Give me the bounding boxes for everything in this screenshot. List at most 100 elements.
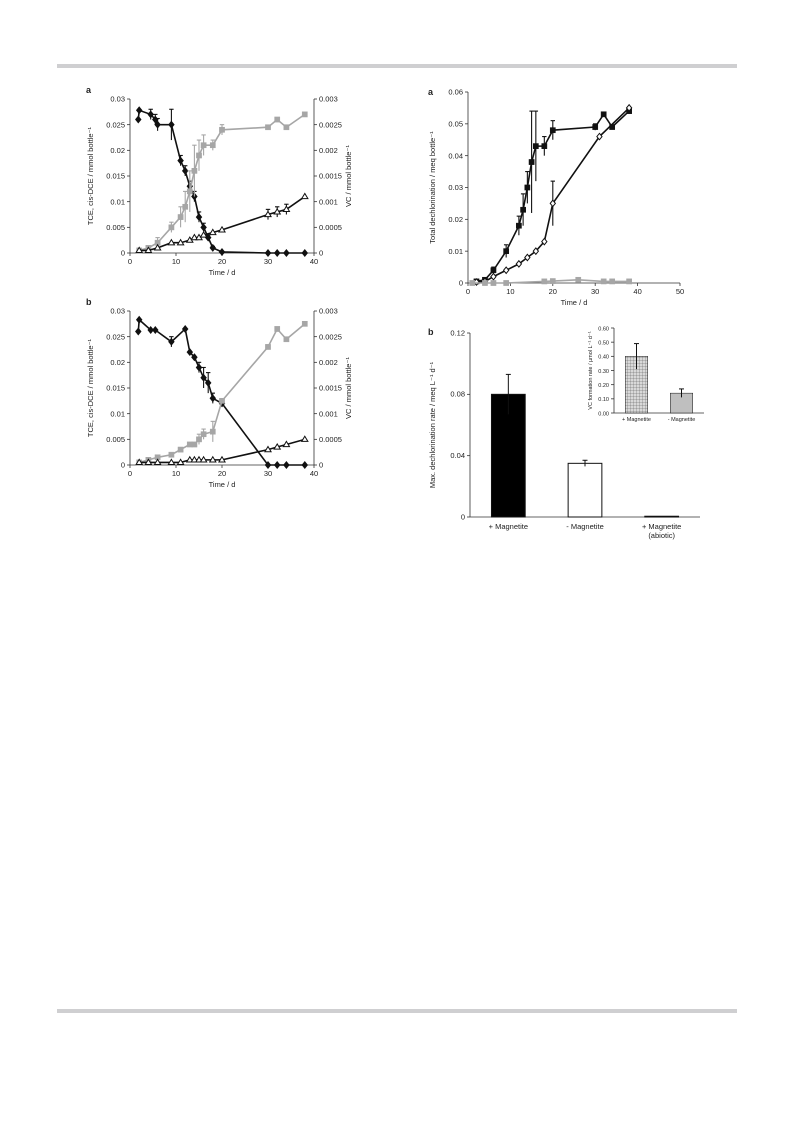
data-point [218, 247, 226, 256]
data-point [218, 225, 226, 233]
y-tick-label: 0.025 [106, 332, 125, 341]
panel-label: b [428, 327, 434, 337]
y-tick-label: 0.025 [106, 120, 125, 129]
y2-tick-label: 0.002 [319, 146, 338, 155]
category-label: - Magnetite [668, 417, 696, 423]
x-tick-label: 20 [549, 287, 557, 296]
data-point [181, 166, 189, 175]
data-point [301, 320, 308, 327]
y-axis-label: VC formation rate / µmol L⁻¹ d⁻¹ [588, 331, 594, 410]
data-point [274, 116, 281, 123]
data-point [196, 436, 202, 443]
data-point [191, 353, 198, 362]
data-point [204, 378, 212, 387]
data-point [502, 266, 510, 275]
data-point [273, 249, 281, 257]
y2-tick-label: 0 [319, 249, 323, 258]
data-point [195, 455, 203, 463]
data-point [147, 326, 154, 334]
data-point [532, 143, 539, 149]
data-point [626, 278, 632, 285]
data-point [177, 446, 184, 453]
data-point [153, 458, 162, 466]
data-point [301, 249, 309, 257]
series-line [138, 323, 306, 464]
y-tick-label: 0.06 [448, 88, 463, 97]
data-point [177, 214, 184, 220]
data-point [182, 203, 189, 210]
data-point [135, 106, 143, 115]
data-point [549, 278, 556, 284]
x-tick-label: 0 [128, 257, 132, 266]
data-point [600, 278, 607, 285]
data-point [482, 280, 488, 286]
y-tick-label: 0.03 [448, 183, 463, 192]
y-tick-label: 0.015 [106, 384, 125, 393]
y-axis-label: Max. dechlorination rate / meq L⁻¹ d⁻¹ [428, 361, 437, 488]
data-point [168, 337, 175, 346]
y-tick-label: 0.04 [448, 151, 463, 160]
data-point [200, 431, 207, 438]
data-point [176, 458, 185, 466]
y2-tick-label: 0.0015 [319, 384, 342, 393]
y2-tick-label: 0.0005 [319, 223, 342, 232]
y-tick-label: 0.02 [110, 146, 125, 155]
top-divider [57, 64, 737, 68]
data-point [283, 461, 290, 469]
data-point [144, 458, 153, 466]
y-tick-label: 0.50 [598, 340, 609, 346]
data-point [592, 124, 599, 130]
y2-tick-label: 0.001 [319, 197, 338, 206]
y-tick-label: 0.30 [598, 369, 609, 375]
data-point [520, 206, 526, 213]
series-line [139, 195, 306, 252]
x-tick-label: 40 [310, 469, 318, 478]
y-tick-label: 0.08 [450, 390, 465, 399]
x-tick-label: 40 [310, 257, 318, 266]
data-point [152, 326, 159, 334]
data-point [575, 276, 582, 283]
data-point [208, 228, 217, 236]
series-line [138, 113, 306, 252]
y2-tick-label: 0.0025 [319, 332, 342, 341]
data-point [152, 115, 159, 124]
bottom-divider [57, 1009, 737, 1013]
data-point [147, 110, 154, 119]
data-point [625, 103, 633, 112]
panel-label: a [86, 85, 92, 95]
x-tick-label: 0 [128, 469, 132, 478]
y-tick-label: 0 [121, 461, 125, 470]
x-tick-label: 10 [172, 257, 180, 266]
data-point [154, 120, 161, 129]
data-point [167, 458, 176, 466]
y-tick-label: 0.015 [106, 172, 125, 181]
data-point [200, 142, 207, 149]
category-label: + Magnetite [622, 417, 651, 423]
data-point [218, 455, 226, 463]
bar [644, 515, 680, 518]
y2-tick-label: 0.003 [319, 95, 338, 104]
data-point [195, 213, 203, 222]
data-point [541, 237, 548, 246]
data-point [144, 246, 153, 254]
data-point [186, 188, 193, 195]
category-label: - Magnetite [566, 522, 604, 531]
data-point [283, 336, 290, 343]
data-point [532, 247, 540, 256]
y-tick-label: 0.05 [448, 119, 463, 128]
data-point [490, 267, 497, 274]
x-tick-label: 10 [506, 287, 514, 296]
category-label: + Magnetite [642, 522, 681, 531]
y-tick-label: 0.60 [598, 326, 609, 332]
x-tick-label: 40 [633, 287, 641, 296]
x-axis-label: Time / d [561, 298, 588, 307]
data-point [273, 442, 282, 450]
panel-label: a [428, 87, 434, 97]
data-point [282, 440, 291, 448]
x-tick-label: 20 [218, 469, 226, 478]
data-point [181, 324, 189, 333]
data-point [300, 435, 309, 442]
data-point [200, 373, 207, 382]
data-point [135, 115, 142, 124]
